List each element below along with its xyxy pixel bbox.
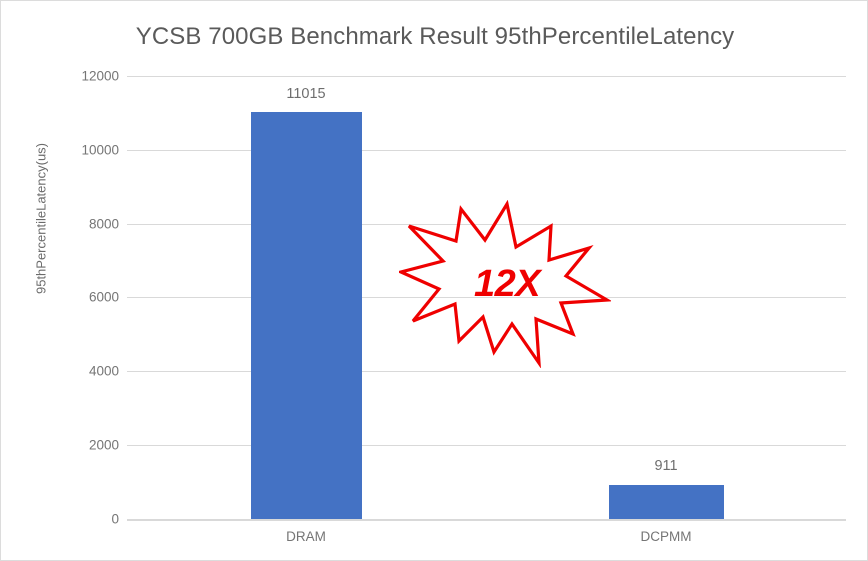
bar-value-dram: 11015: [286, 86, 326, 102]
x-category-label-dram: DRAM: [286, 529, 326, 544]
gridline: [127, 76, 846, 77]
y-tick-label: 0: [111, 511, 119, 527]
bar-dram[interactable]: [251, 112, 362, 519]
y-tick-label: 2000: [88, 437, 119, 453]
y-axis-tick-labels: 12000 10000 8000 6000 4000 2000 0: [19, 1, 119, 560]
gridline: [127, 224, 846, 225]
bar-value-dcpmm: 911: [654, 458, 678, 474]
y-tick-label: 4000: [88, 363, 119, 379]
y-tick-label: 12000: [81, 68, 119, 84]
y-tick-label: 10000: [81, 142, 119, 158]
gridline: [127, 371, 846, 372]
gridline: [127, 445, 846, 446]
x-axis-baseline: [127, 519, 846, 521]
y-tick-label: 8000: [88, 216, 119, 232]
starburst-icon: [399, 200, 611, 368]
gridline: [127, 150, 846, 151]
bar-dcpmm[interactable]: [609, 485, 724, 519]
gridline: [127, 297, 846, 298]
plot-area: [127, 76, 846, 519]
chart-title: YCSB 700GB Benchmark Result 95thPercenti…: [135, 23, 735, 50]
starburst-label: 12X: [473, 262, 541, 305]
y-tick-label: 6000: [88, 289, 119, 305]
starburst-annotation: 12X: [399, 200, 611, 368]
x-category-label-dcpmm: DCPMM: [640, 529, 692, 544]
